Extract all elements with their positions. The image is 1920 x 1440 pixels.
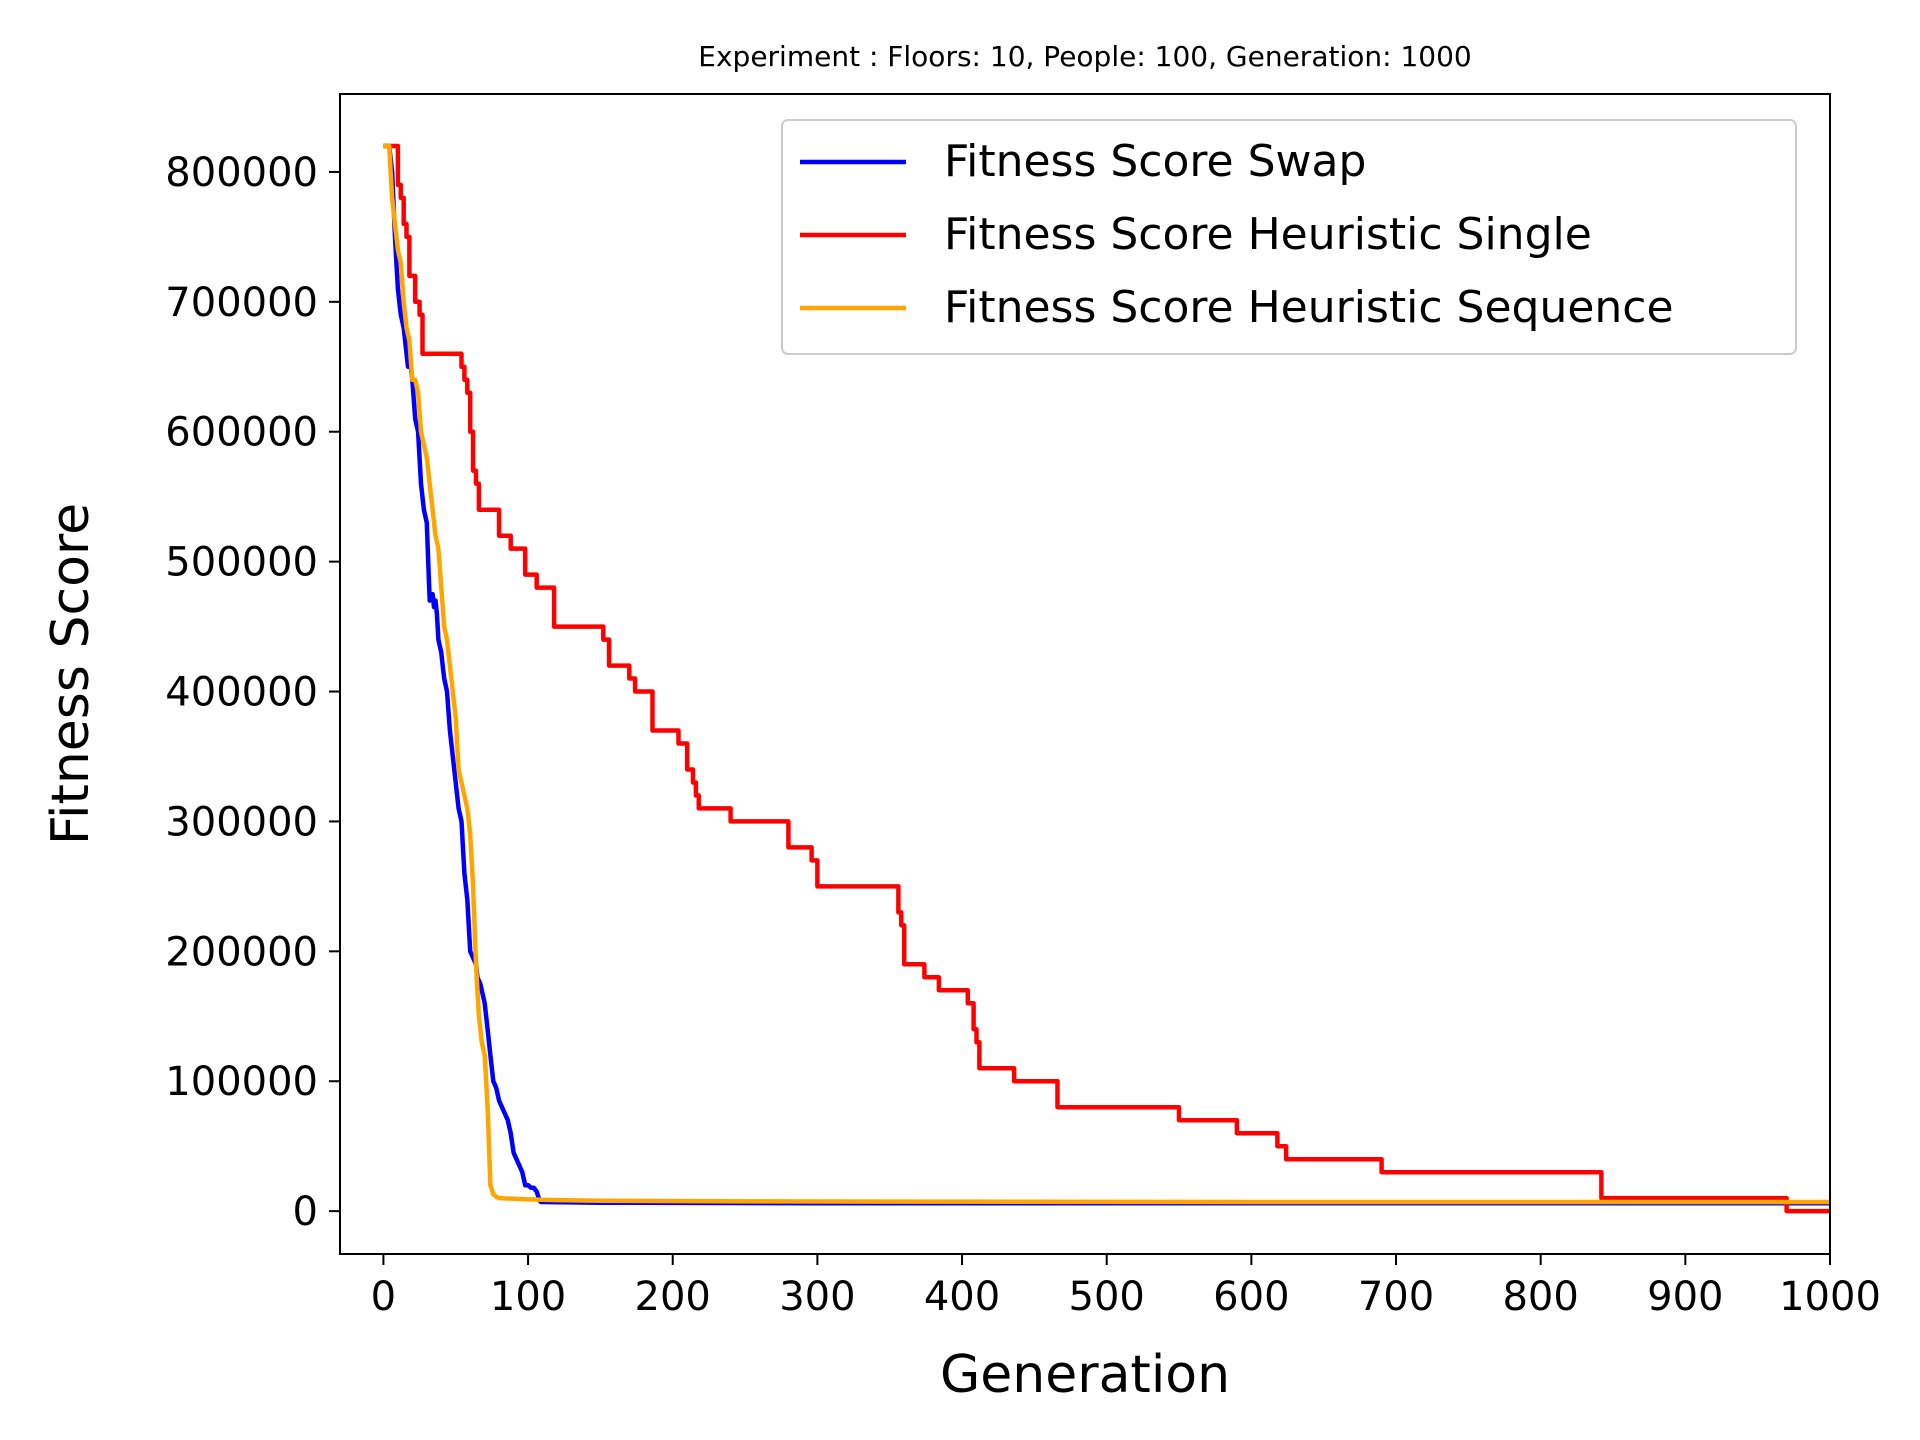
x-tick-label: 800 xyxy=(1502,1274,1578,1320)
y-tick-label: 400000 xyxy=(165,670,318,716)
x-tick-label: 300 xyxy=(779,1274,855,1320)
chart-title: Experiment : Floors: 10, People: 100, Ge… xyxy=(698,40,1471,73)
y-tick-label: 200000 xyxy=(165,929,318,975)
plot-frame xyxy=(339,93,1831,1255)
series-line-2 xyxy=(383,143,1830,1214)
legend-label: Fitness Score Heuristic Single xyxy=(944,209,1592,260)
y-tick-label: 0 xyxy=(293,1189,318,1235)
legend-label: Fitness Score Swap xyxy=(944,136,1366,187)
x-tick-label: 0 xyxy=(371,1274,396,1320)
series-layer xyxy=(383,143,1830,1214)
x-tick-label: 500 xyxy=(1069,1274,1145,1320)
x-tick-label: 100 xyxy=(490,1274,566,1320)
legend-label: Fitness Score Heuristic Sequence xyxy=(944,282,1674,333)
y-axis-label: Fitness Score xyxy=(41,503,101,845)
y-tick-label: 600000 xyxy=(165,410,318,456)
y-tick-label: 800000 xyxy=(165,150,318,196)
y-tick-label: 300000 xyxy=(165,799,318,845)
x-tick-label: 700 xyxy=(1358,1274,1434,1320)
series-line-3 xyxy=(383,143,1830,1205)
y-axis: 0 100000 200000 300000 400000 500000 600000 700… xyxy=(165,150,340,1235)
legend-box xyxy=(781,119,1797,355)
x-tick-label: 400 xyxy=(924,1274,1000,1320)
x-tick-label: 1000 xyxy=(1779,1274,1881,1320)
x-tick-label: 600 xyxy=(1213,1274,1289,1320)
y-tick-label: 500000 xyxy=(165,540,318,586)
y-tick-label: 700000 xyxy=(165,280,318,326)
x-tick-label: 200 xyxy=(635,1274,711,1320)
x-axis: 0 100 200 300 400 500 600 700 800 900 1000 xyxy=(371,1254,1881,1320)
x-tick-label: 900 xyxy=(1647,1274,1723,1320)
legend: Fitness Score Swap Fitness Score Heuristi… xyxy=(781,119,1797,355)
x-axis-label: Generation xyxy=(940,1345,1230,1405)
y-tick-label: 100000 xyxy=(165,1059,318,1105)
